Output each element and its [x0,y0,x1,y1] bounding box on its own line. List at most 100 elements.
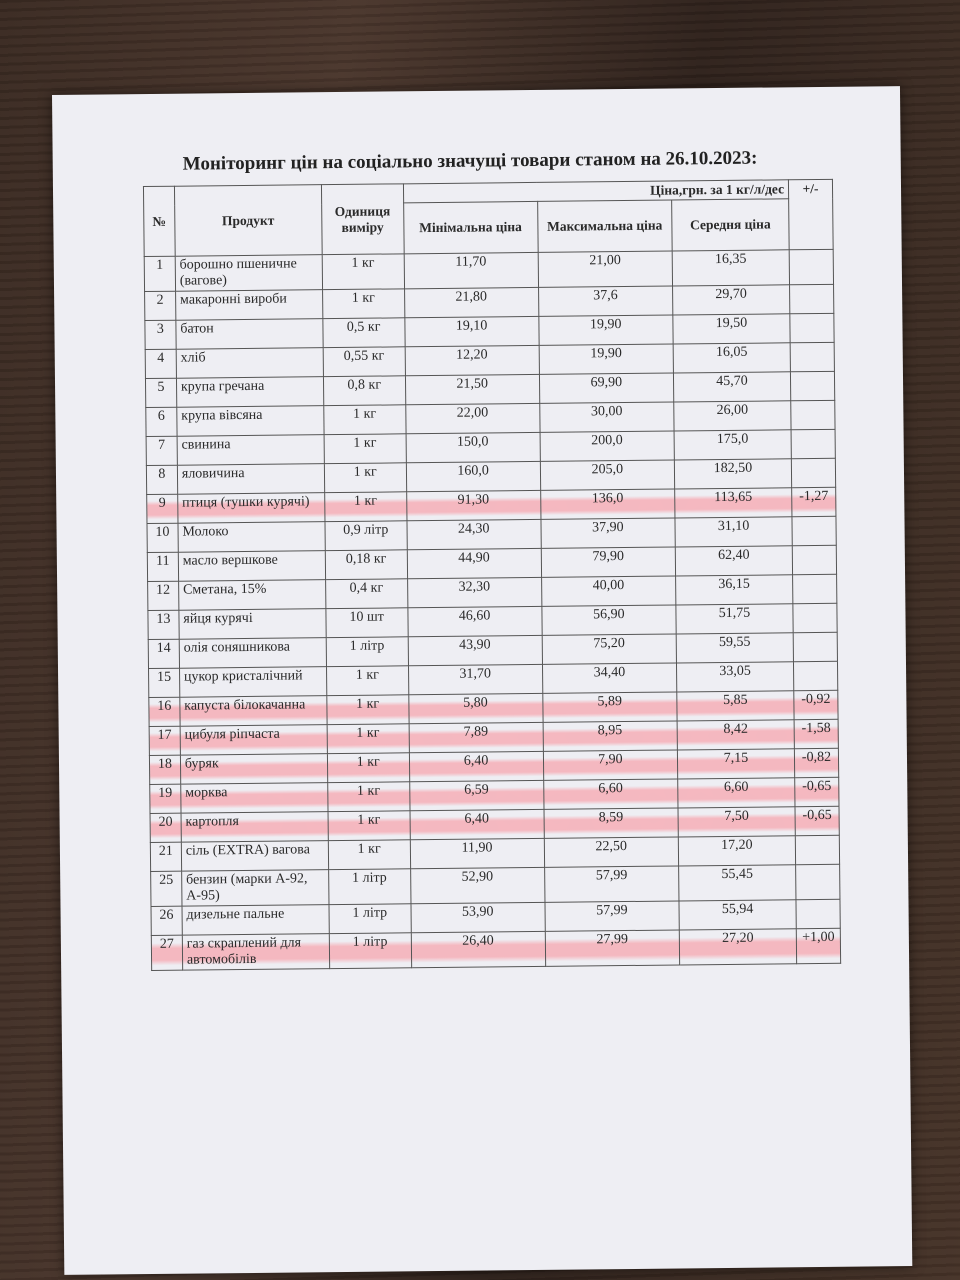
max-price: 40,00 [541,575,676,607]
unit: 1 літр [326,636,409,667]
unit: 1 літр [328,868,411,905]
row-number: 4 [145,349,177,379]
row-number: 7 [146,436,178,466]
price-change: -0,92 [793,690,839,720]
avg-price: 8,42 [677,719,795,750]
price-change [795,835,840,865]
header-no: № [143,186,176,257]
product-name: яловичина [177,463,325,495]
avg-price: 113,65 [674,487,792,518]
price-change [793,632,838,662]
unit: 0,5 кг [322,317,405,348]
row-number: 26 [151,906,183,936]
row-number: 18 [149,755,181,785]
price-change [791,429,836,459]
max-price: 57,99 [544,900,680,932]
min-price: 6,40 [408,751,544,782]
max-price: 200,0 [539,431,675,462]
min-price: 150,0 [405,432,541,463]
row-number: 1 [144,256,176,292]
avg-price: 62,40 [675,545,793,576]
row-number: 20 [150,813,182,843]
product-name: Молоко [177,521,326,553]
unit: 1 кг [326,723,409,754]
product-name: картопля [180,811,329,843]
unit: 1 кг [327,781,410,812]
price-change [792,603,838,633]
max-price: 19,90 [538,344,674,375]
min-price: 46,60 [407,606,542,637]
min-price: 21,50 [405,374,540,405]
avg-price: 17,20 [678,835,796,866]
avg-price: 29,70 [672,284,790,316]
product-name: цукор кристалічний [179,666,327,698]
min-price: 24,30 [406,519,541,550]
header-max: Максимальна ціна [537,200,673,253]
row-number: 19 [149,784,181,814]
price-change: -0,82 [794,748,839,778]
avg-price: 26,00 [673,400,792,432]
document-title: Моніторинг цін на соціально значущі това… [182,147,758,175]
price-change [789,284,834,314]
price-change [791,516,837,546]
product-name: олія соняшникова [179,637,327,669]
min-price: 11,70 [403,252,539,289]
product-name: морква [180,782,328,814]
unit: 1 кг [327,752,410,783]
product-name: крупа гречана [176,376,324,408]
min-price: 21,80 [404,287,539,318]
avg-price: 45,70 [673,371,791,403]
min-price: 12,20 [404,345,540,376]
header-avg: Середня ціна [671,198,790,252]
unit: 1 кг [323,404,406,435]
max-price: 8,95 [542,720,678,752]
price-change: -0,65 [794,777,839,807]
price-table-body: 1 борошно пшеничне (вагове) 1 кг 11,70 21,00… [144,249,841,971]
product-name: борошно пшеничне (вагове) [175,254,323,292]
max-price: 57,99 [544,865,679,903]
row-number: 3 [144,320,177,350]
max-price: 69,90 [539,373,674,404]
product-name: цибуля ріпчаста [179,724,328,756]
min-price: 44,90 [406,548,542,579]
avg-price: 55,94 [678,899,797,930]
price-change: +1,00 [796,928,841,964]
header-unit: Одиниця виміру [321,183,404,255]
product-name: макаронні вироби [175,289,323,321]
table-row: 27 газ скраплений для автомобілів 1 літр 26… [151,928,841,971]
unit: 1 кг [326,665,409,696]
max-price: 27,99 [544,929,680,967]
min-price: 22,00 [405,403,540,434]
product-name: батон [175,318,324,350]
min-price: 32,30 [407,577,542,608]
header-change: +/- [788,179,834,250]
min-price: 6,59 [409,780,544,811]
max-price: 34,40 [542,662,677,694]
row-number: 2 [144,291,176,321]
product-name: капуста білокачанна [179,695,327,727]
avg-price: 16,05 [673,342,791,374]
max-price: 6,60 [543,778,678,810]
unit: 0,18 кг [325,549,408,580]
row-number: 15 [148,668,180,698]
product-name: птиця (тушки курячі) [177,492,325,524]
avg-price: 182,50 [674,458,792,490]
avg-price: 31,10 [674,516,793,547]
price-change [795,864,840,900]
min-price: 19,10 [404,316,539,347]
avg-price: 19,50 [672,313,791,345]
max-price: 205,0 [540,460,675,491]
min-price: 52,90 [410,867,545,904]
row-number: 12 [147,581,179,611]
price-change: -1,27 [791,487,836,517]
avg-price: 16,35 [672,249,790,287]
avg-price: 5,85 [676,690,795,721]
row-number: 9 [146,494,178,524]
price-change [790,400,836,430]
min-price: 91,30 [406,490,541,521]
min-price: 7,89 [408,722,544,753]
min-price: 5,80 [408,693,543,724]
max-price: 19,90 [538,315,674,346]
unit: 1 літр [328,903,411,934]
row-number: 8 [146,465,178,495]
